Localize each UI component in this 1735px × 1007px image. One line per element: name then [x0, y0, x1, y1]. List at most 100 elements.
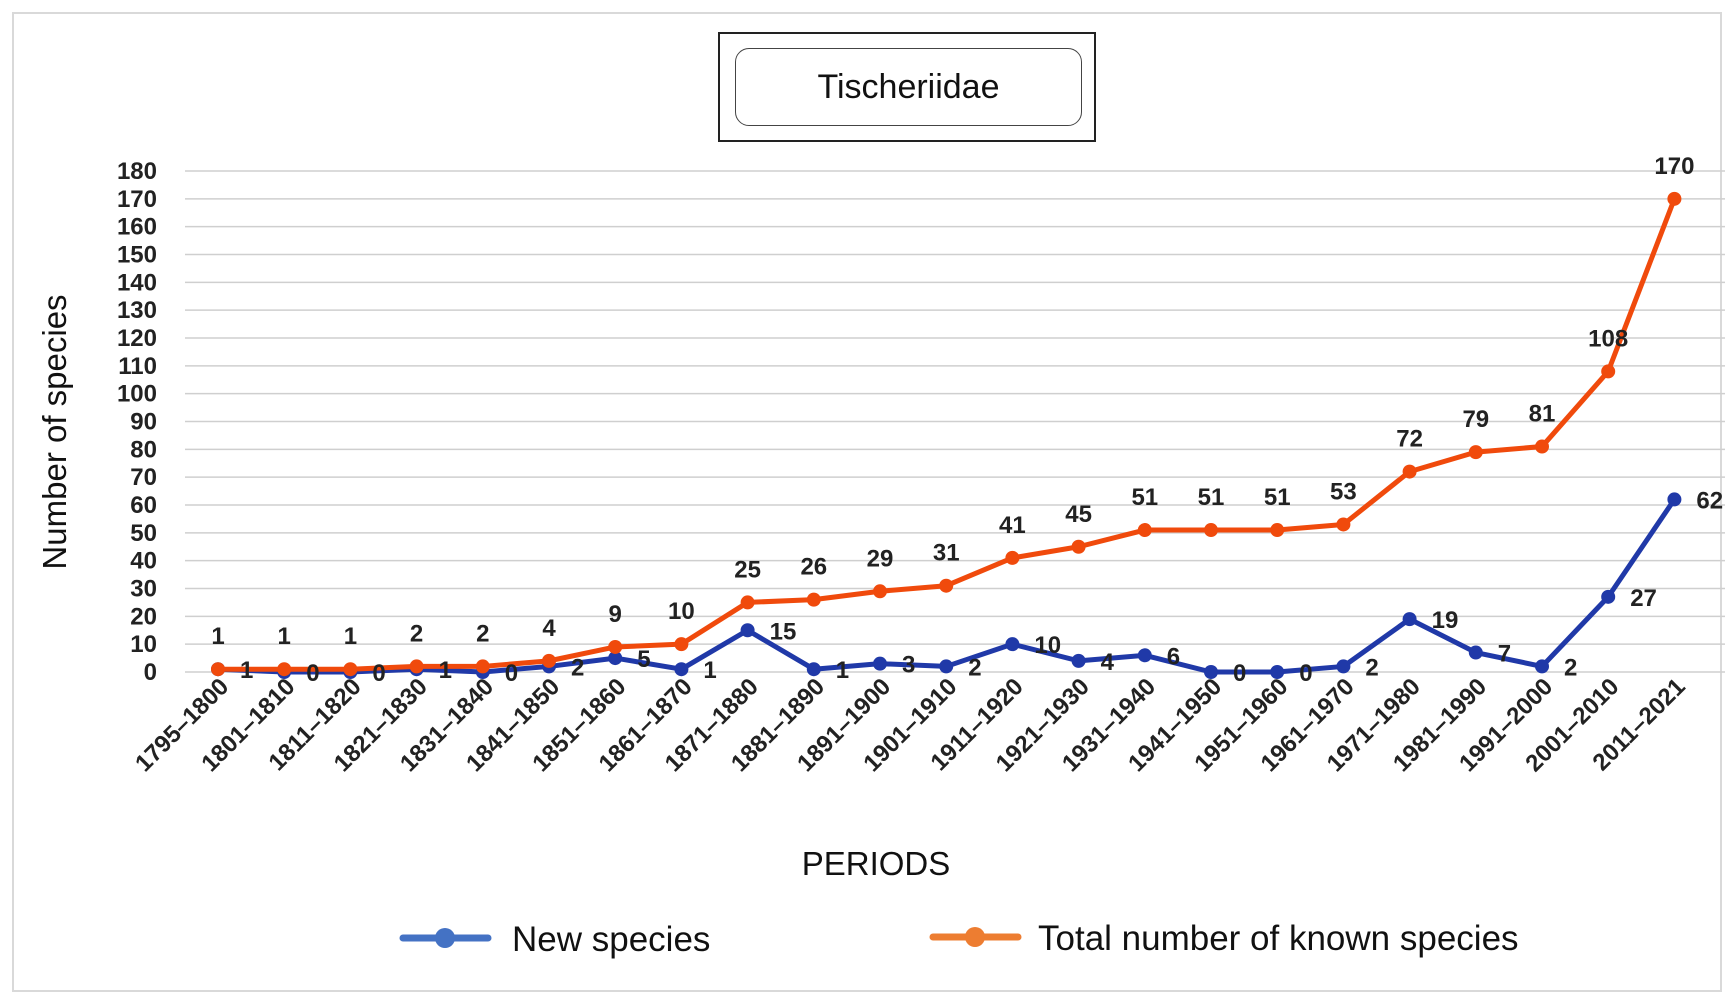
y-tick-label: 20: [130, 603, 157, 630]
chart-frame: [12, 12, 1722, 992]
data-point: [1137, 523, 1152, 538]
x-axis-title: PERIODS: [802, 845, 951, 882]
data-label-new: 15: [770, 618, 797, 645]
data-label-new: 0: [505, 660, 518, 687]
data-point: [1071, 653, 1086, 668]
data-point: [343, 662, 358, 677]
data-label-total: 53: [1330, 478, 1357, 505]
y-tick-label: 110: [118, 353, 157, 380]
data-label-total: 170: [1654, 153, 1694, 180]
data-point: [939, 578, 954, 593]
data-label-total: 25: [734, 556, 761, 583]
data-point: [211, 662, 225, 677]
data-label-total: 29: [867, 545, 894, 572]
data-label-new: 3: [902, 652, 915, 679]
data-point: [1270, 523, 1285, 538]
gridlines: [185, 170, 1725, 673]
data-point: [1601, 364, 1616, 379]
data-point: [806, 592, 821, 607]
data-point: [277, 662, 292, 677]
data-point: [1137, 648, 1152, 663]
x-axis-ticks: 1795–18001801–18101811–18201821–18301831…: [130, 673, 1690, 777]
data-label-new: 0: [372, 660, 385, 687]
data-point: [674, 637, 689, 652]
y-axis-title: Number of species: [36, 294, 73, 569]
y-tick-label: 40: [130, 548, 157, 575]
data-point: [542, 653, 556, 668]
y-tick-label: 150: [117, 242, 157, 269]
data-label-total: 31: [933, 540, 960, 567]
data-point: [1270, 665, 1285, 679]
data-label-total: 9: [609, 601, 622, 628]
data-label-new: 27: [1630, 585, 1657, 612]
y-tick-label: 70: [130, 464, 157, 491]
data-point: [1005, 550, 1020, 565]
chart-title: Tischeriidae: [735, 48, 1082, 126]
data-label-new: 19: [1432, 607, 1459, 634]
data-point: [939, 659, 954, 674]
y-tick-label: 80: [130, 436, 157, 463]
y-tick-label: 160: [117, 214, 157, 241]
data-point: [873, 584, 887, 599]
data-label-total: 51: [1131, 484, 1158, 511]
data-label-new: 7: [1498, 641, 1511, 668]
y-tick-label: 140: [117, 269, 157, 296]
data-label-total: 72: [1396, 426, 1423, 453]
data-point: [1535, 659, 1549, 674]
series-group: [211, 191, 1682, 679]
data-label-total: 26: [800, 554, 827, 581]
data-label-new: 0: [1233, 660, 1246, 687]
legend-marker: [435, 928, 455, 948]
y-tick-label: 120: [117, 325, 157, 352]
data-label-new: 2: [1564, 654, 1577, 681]
data-point: [1402, 612, 1417, 627]
data-point: [1336, 659, 1351, 674]
data-label-total: 10: [668, 598, 695, 625]
chart-title-box: Tischeriidae: [718, 32, 1096, 142]
y-tick-label: 60: [130, 492, 157, 519]
data-point: [1336, 517, 1351, 532]
data-label-total: 1: [211, 623, 224, 650]
y-tick-label: 100: [117, 381, 157, 408]
data-point: [1667, 492, 1682, 507]
data-point: [1005, 637, 1020, 652]
data-label-total: 45: [1065, 501, 1092, 528]
data-point: [409, 659, 424, 674]
data-label-total: 79: [1462, 406, 1489, 433]
data-label-total: 1: [344, 623, 357, 650]
data-label-new: 4: [1101, 649, 1115, 676]
data-point: [1535, 439, 1549, 454]
data-point: [1468, 645, 1483, 660]
data-point: [1601, 589, 1616, 604]
data-label-new: 2: [1365, 654, 1378, 681]
y-tick-label: 90: [130, 409, 157, 436]
data-label-new: 10: [1034, 632, 1061, 659]
y-tick-label: 0: [144, 659, 157, 686]
data-point: [1071, 539, 1086, 554]
data-point: [1667, 191, 1682, 206]
data-label-total: 4: [542, 615, 556, 642]
data-point: [1468, 445, 1483, 460]
y-tick-label: 130: [117, 297, 157, 324]
data-point: [674, 662, 689, 677]
data-label-new: 1: [439, 657, 452, 684]
data-label-total: 51: [1264, 484, 1291, 511]
data-point: [1204, 665, 1218, 679]
data-point: [608, 651, 623, 666]
series-line-total-species: [218, 197, 1677, 672]
y-tick-label: 30: [130, 576, 157, 603]
y-tick-label: 180: [117, 158, 157, 185]
data-label-new: 1: [703, 657, 716, 684]
data-label-new: 1: [836, 657, 849, 684]
data-label-new: 5: [637, 646, 650, 673]
data-label-total: 108: [1588, 325, 1628, 352]
data-label-new: 2: [571, 654, 584, 681]
data-label-new: 1: [240, 657, 253, 684]
data-point: [608, 639, 623, 654]
data-label-new: 6: [1167, 643, 1180, 670]
legend: New species Total number of known species: [399, 919, 1519, 959]
data-label-new: 0: [306, 660, 319, 687]
data-point: [806, 662, 821, 677]
